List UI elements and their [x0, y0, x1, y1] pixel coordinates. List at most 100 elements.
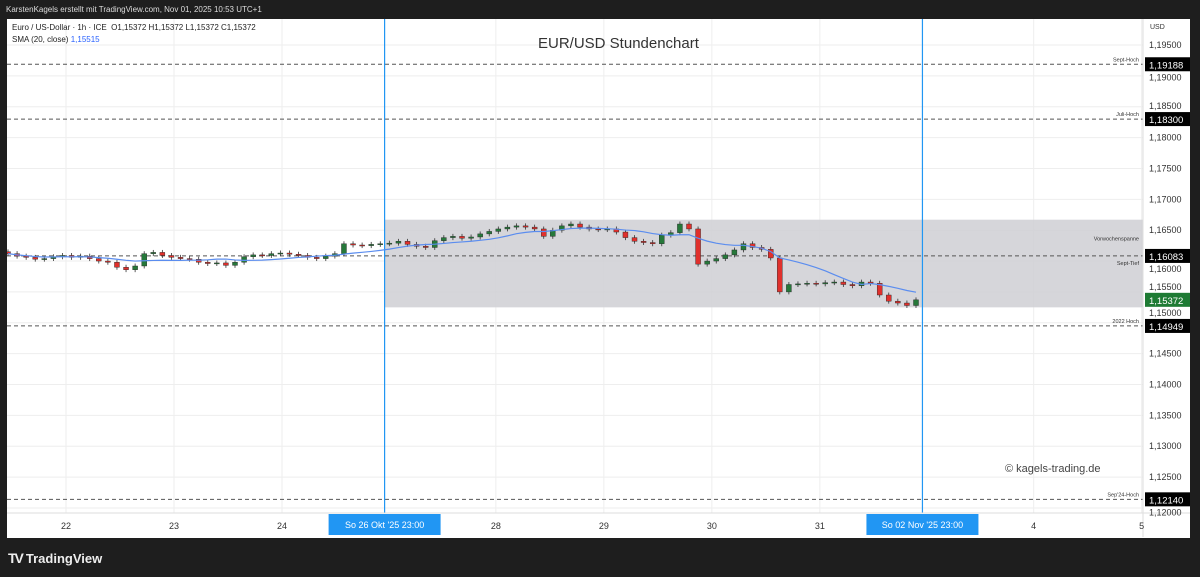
level-badge	[1145, 492, 1190, 507]
candle-body	[577, 223, 583, 228]
candle-body	[459, 236, 465, 239]
currency-label: USD	[1150, 24, 1165, 31]
candle-body	[822, 282, 828, 285]
candle-body	[531, 226, 538, 230]
candle-body	[649, 242, 656, 244]
x-tick-label: 24	[277, 521, 287, 531]
candle-body	[377, 243, 383, 245]
candle-body	[522, 225, 529, 228]
brand-name: TradingView	[25, 550, 103, 566]
candle-body	[840, 281, 847, 285]
x-tick-label: 30	[707, 521, 717, 531]
level-badge	[1145, 248, 1190, 263]
last-price-badge	[1145, 292, 1190, 307]
y-tick-label: 1,16500	[1149, 225, 1182, 235]
candle-body	[177, 257, 184, 259]
chart-legend: Euro / US-Dollar · 1h · ICE O1,15372 H1,…	[12, 22, 256, 46]
candle-body	[205, 262, 211, 264]
candle-body	[786, 284, 792, 293]
candle-body	[150, 252, 156, 254]
sma-label[interactable]: SMA (20, close)	[12, 35, 69, 44]
candle-body	[568, 223, 574, 227]
level-badge-label: 1,12140	[1149, 495, 1183, 506]
y-tick-label: 1,18500	[1149, 101, 1182, 111]
level-badge-label: 1,16083	[1149, 252, 1183, 263]
candle-body	[295, 254, 302, 256]
price-axis	[1143, 19, 1190, 513]
candle-body	[713, 258, 719, 262]
range-box-label: Vorwochenspanne	[1094, 237, 1139, 243]
last-price-label: 1,15372	[1149, 296, 1183, 307]
candle-body	[395, 241, 402, 244]
candle-body	[913, 299, 919, 306]
candle-body	[731, 249, 738, 256]
candle-body	[341, 243, 347, 254]
candle-body	[904, 302, 910, 306]
candle-body	[640, 241, 647, 243]
x-tick-label: 5	[1139, 521, 1144, 531]
x-tick-label: 31	[815, 521, 825, 531]
level-label: 2022 Hoch	[1112, 319, 1139, 325]
candle-body	[450, 236, 456, 238]
x-tick-label: 4	[1031, 521, 1036, 531]
ohlc-values: O1,15372 H1,15372 L1,15372 C1,15372	[111, 23, 256, 32]
candle-body	[186, 258, 193, 260]
candle-body	[495, 228, 502, 232]
chart-title: EUR/USD Stundenchart	[538, 35, 699, 52]
y-tick-label: 1,19000	[1149, 72, 1182, 82]
footer: TV TradingView	[0, 538, 1200, 577]
candle-body	[631, 237, 638, 242]
level-label: Sep'24-Hoch	[1107, 492, 1139, 498]
y-tick-label: 1,12000	[1149, 507, 1182, 517]
candle-body	[123, 267, 129, 270]
candle-body	[677, 223, 683, 233]
sma-line	[7, 227, 917, 293]
candle-body	[41, 258, 48, 260]
candle-body	[831, 281, 837, 284]
candle-body	[795, 283, 801, 286]
y-tick-label: 1,17500	[1149, 163, 1182, 173]
candle-body	[595, 228, 601, 231]
candle-body	[541, 228, 547, 237]
level-badge	[1145, 318, 1190, 333]
candle-body	[168, 255, 175, 258]
candle-body	[105, 260, 111, 263]
candle-body	[740, 243, 747, 251]
marker-date-label: So 26 Okt '25 23:00	[345, 520, 424, 530]
candle-body	[477, 233, 483, 238]
level-label: Sept-Tief	[1117, 261, 1140, 267]
level-label: Juli-Hoch	[1116, 112, 1139, 118]
candle-body	[704, 260, 710, 265]
y-tick-label: 1,15000	[1149, 308, 1182, 318]
candle-body	[686, 223, 692, 230]
y-tick-label: 1,13000	[1149, 441, 1182, 451]
candle-body	[722, 254, 729, 259]
candle-body	[513, 225, 520, 228]
y-tick-label: 1,13500	[1149, 410, 1182, 420]
chart-credit: KarstenKagels erstellt mit TradingView.c…	[6, 5, 262, 14]
candle-body	[232, 262, 238, 266]
candle-body	[359, 244, 365, 247]
candle-body	[286, 252, 293, 255]
level-badge-label: 1,18300	[1149, 115, 1183, 126]
candle-body	[7, 251, 11, 254]
marker-date-badge	[866, 514, 979, 535]
candle-body	[422, 246, 429, 248]
x-tick-label: 28	[491, 521, 501, 531]
candle-body	[622, 231, 629, 238]
candle-body	[895, 300, 901, 304]
candle-body	[268, 253, 275, 256]
candle-body	[886, 294, 892, 302]
marker-date-label: So 02 Nov '25 23:00	[882, 520, 963, 530]
candle-body	[813, 283, 819, 285]
symbol-info[interactable]: Euro / US-Dollar · 1h · ICE	[12, 23, 107, 32]
level-badge	[1145, 112, 1190, 127]
tradingview-logo[interactable]: TV TradingView	[8, 550, 102, 566]
marker-date-badge	[328, 514, 441, 535]
candle-body	[159, 252, 166, 256]
candle-body	[241, 256, 247, 263]
candle-body	[468, 236, 474, 239]
candle-body	[441, 237, 447, 241]
x-tick-label: 22	[61, 521, 71, 531]
